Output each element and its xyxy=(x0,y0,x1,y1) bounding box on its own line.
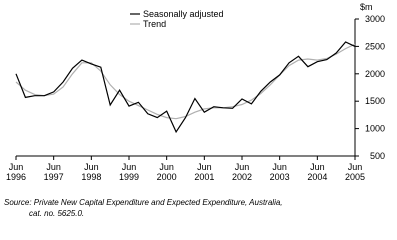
source: Source: Private New Capital Expenditure … xyxy=(4,198,283,207)
x-tick-label: Jun 2004 xyxy=(307,162,327,182)
y-tick-label: 2000 xyxy=(365,69,385,79)
x-tick-label: Jun 2005 xyxy=(345,162,365,182)
y-tick-label: 3000 xyxy=(365,14,385,24)
series-line xyxy=(15,43,356,120)
series-line xyxy=(15,41,356,134)
y-unit: $m xyxy=(360,2,373,12)
source: cat. no. 5625.0. xyxy=(29,209,84,218)
x-tick-label: Jun 2001 xyxy=(194,162,214,182)
chart: $m Source: Private New Capital Expenditu… xyxy=(4,2,385,218)
y-tick-label: 500 xyxy=(370,151,385,161)
x-tick-label: Jun 1999 xyxy=(119,162,139,182)
y-tick-label: 2500 xyxy=(365,41,385,51)
y-tick-label: 1000 xyxy=(365,124,385,134)
x-tick-label: Jun 2002 xyxy=(232,162,252,182)
x-tick-label: Jun 2000 xyxy=(157,162,177,182)
y-tick-label: 1500 xyxy=(365,96,385,106)
x-tick-label: Jun 1996 xyxy=(6,162,26,182)
x-tick-label: Jun 2003 xyxy=(270,162,290,182)
x-tick-label: Jun 1998 xyxy=(81,162,101,182)
legend-label: Seasonally adjusted xyxy=(143,9,224,19)
legend-label: Trend xyxy=(143,19,166,29)
x-tick-label: Jun 1997 xyxy=(44,162,64,182)
